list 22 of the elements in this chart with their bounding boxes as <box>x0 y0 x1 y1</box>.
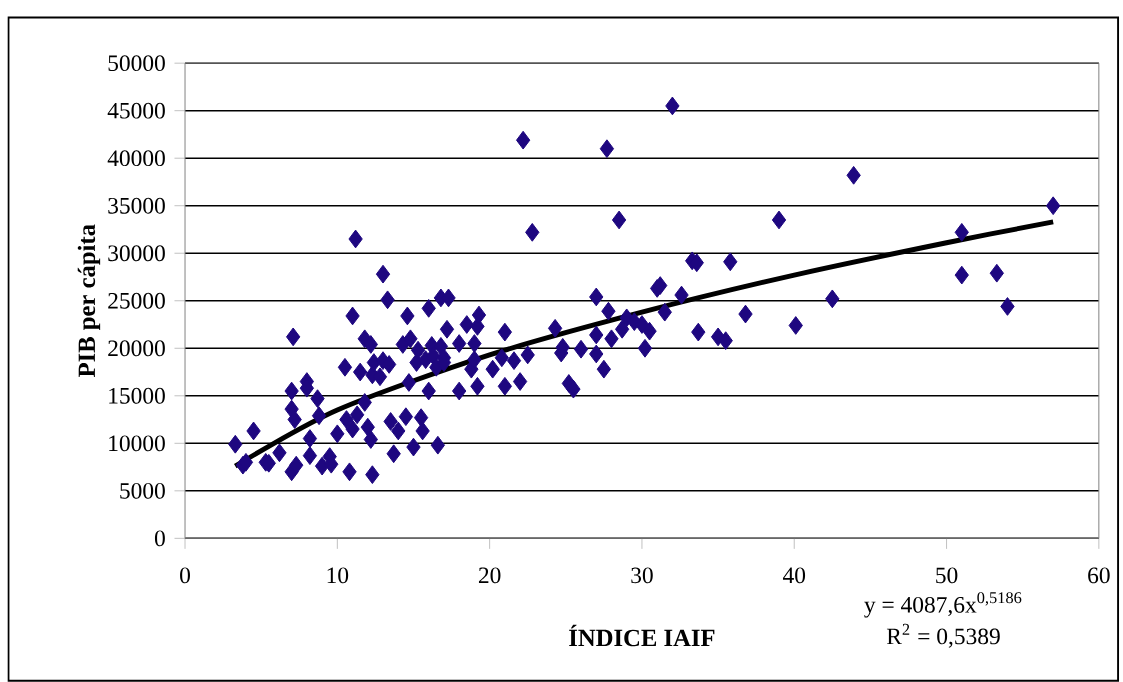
x-tick-label: 20 <box>478 567 501 584</box>
x-axis-title: ÍNDICE IAIF <box>569 624 715 647</box>
y-tick-label: 50000 <box>108 55 165 71</box>
x-tick-label: 0 <box>180 567 190 584</box>
x-tick-label: 60 <box>1088 567 1110 584</box>
y-tick-label: 15000 <box>109 387 165 404</box>
y-axis-title: PIB per cápita <box>77 224 101 377</box>
y-tick-label: 45000 <box>107 102 165 119</box>
x-tick-label: 10 <box>327 567 349 584</box>
y-tick-label: 20000 <box>108 340 165 357</box>
y-tick-label: 0 <box>154 530 165 547</box>
y-tick-label: 35000 <box>108 197 165 214</box>
x-tick-label: 50 <box>936 567 958 584</box>
x-tick-label: 40 <box>782 567 806 584</box>
text: y = 4087,6x$^{0,5186}$ <box>864 592 1022 618</box>
text: R$^{2}$ = 0,5389 <box>886 623 1000 648</box>
y-tick-label: 25000 <box>108 292 165 309</box>
y-tick-label: 5000 <box>120 482 165 499</box>
y-tick-label: 40000 <box>107 150 165 167</box>
y-tick-label: 10000 <box>109 435 165 452</box>
y-tick-label: 30000 <box>108 245 165 262</box>
x-tick-label: 30 <box>631 567 653 584</box>
